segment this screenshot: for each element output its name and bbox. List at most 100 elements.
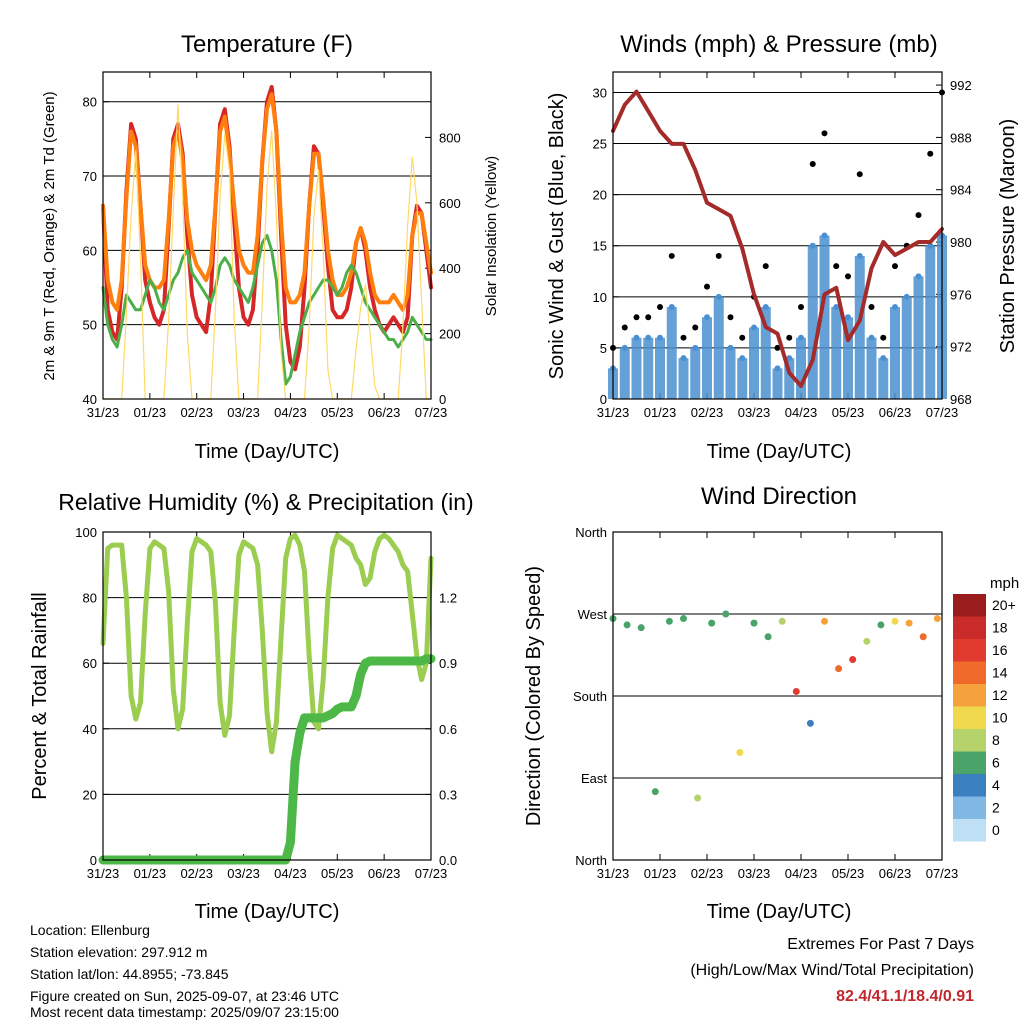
wdir-ytick-label: North [575,525,607,540]
wdir-xtick-label: 01/23 [644,866,677,881]
wind-direction-point [778,617,786,625]
wind-direction-point [722,610,730,618]
rh-xtick-label: 31/23 [87,866,120,881]
rh-y2tick-label: 0.0 [439,853,457,868]
wind-direction-point [891,617,899,625]
gust-point [786,334,793,341]
winds-xtick-label: 31/23 [597,405,630,420]
speed-legend-swatch [953,796,986,819]
winds-ytick-label: 25 [593,137,607,152]
gust-point [845,273,851,280]
winds-panel: Winds (mph) & Pressure (mb) 0 5 10 15 20 25 30… [546,31,1019,463]
winds-xtick-label: 01/23 [644,405,677,420]
temp-ytick-label: 40 [83,392,97,407]
temp-xtick-label: 05/23 [321,405,354,420]
gust-point [821,130,828,137]
gust-point [809,160,816,167]
sonic-wind-point [903,293,910,300]
winds-y2tick-label: 980 [950,235,972,250]
wind-direction-point [821,617,828,625]
wind-direction-panel: Wind Direction NorthEastSouthWestNorth31… [523,483,1019,923]
humidity-title: Relative Humidity (%) & Precipitation (i… [58,489,473,515]
wdir-xtick-label: 03/23 [738,866,771,881]
speed-legend-label: 0 [992,822,1000,838]
speed-legend-label: 10 [992,710,1008,726]
extremes-subtitle: (High/Low/Max Wind/Total Precipitation) [690,962,974,979]
speed-legend-label: 14 [992,665,1008,681]
wind-direction-point [792,687,800,695]
winds-xtick-label: 05/23 [832,405,865,420]
gust-point [927,150,934,157]
speed-legend-swatch [953,729,986,752]
sonic-wind-point [915,273,922,280]
wind-direction-point [708,619,716,627]
speed-legend-swatch [953,594,986,617]
temp-xtick-label: 06/23 [368,405,401,420]
gust-point [692,324,699,331]
rh-xtick-label: 04/23 [274,866,307,881]
speed-legend-label: 20+ [992,597,1016,613]
wind-direction-point [863,637,871,645]
info-latlon: Station lat/lon: 44.8955; -73.845 [30,966,229,982]
info-created: Figure created on Sun, 2025-09-07, at 23… [30,988,339,1004]
extremes-values: 82.4/41.1/18.4/0.91 [836,988,974,1005]
info-location: Location: Ellenburg [30,922,150,938]
winds-xlabel: Time (Day/UTC) [707,441,852,463]
rh-ytick-label: 0 [90,853,97,868]
sonic-wind-point [704,314,710,321]
sonic-wind-point [739,355,746,362]
humidity-panel: Relative Humidity (%) & Precipitation (i… [29,489,474,923]
speed-legend-label: 18 [992,620,1008,636]
rh-y2tick-label: 0.9 [439,656,457,671]
temp-xtick-label: 04/23 [274,405,307,420]
sonic-wind-point [821,232,828,239]
rh-xtick-label: 07/23 [415,866,448,881]
rh-ytick-label: 100 [75,525,97,540]
sonic-wind-point [751,324,757,331]
info-recent: Most recent data timestamp: 2025/09/07 2… [30,1004,339,1020]
temp-xtick-label: 01/23 [134,405,167,420]
wind-direction-point [905,619,913,627]
wind-direction-ylabel: Direction (Colored By Speed) [523,566,545,826]
gust-point [739,334,746,341]
temp-ytick-label: 50 [83,318,97,333]
humidity-plot-area: 0 20 40 60 80 100 0.0 0.3 0.6 0.9 1.2 31/23 01/23 02/… [75,525,457,881]
gust-point [833,263,840,270]
station-pressure-series [611,89,944,388]
wind-direction-point [694,794,702,802]
speed-legend-swatch [953,639,986,662]
sonic-wind-point [833,304,840,311]
sonic-wind-point [633,334,640,341]
relative-humidity-series [100,532,434,755]
temp-y2tick-label: 600 [439,196,461,211]
sonic-wind-point [774,365,781,372]
2m-t-series [101,84,433,372]
speed-legend-label: 6 [992,755,1000,771]
wdir-xtick-label: 04/23 [785,866,818,881]
temperature-title: Temperature (F) [181,31,353,58]
temp-y2tick-label: 200 [439,327,461,342]
speed-legend-title: mph [990,575,1019,592]
temp-ytick-label: 80 [83,95,97,110]
solar-insolation-series [102,104,432,400]
sonic-wind-point [645,334,652,341]
sonic-wind-point [715,293,722,300]
speed-legend-swatch [953,774,986,797]
winds-y2tick-label: 988 [950,130,972,145]
winds-ytick-label: 30 [593,85,607,100]
wind-direction-point [680,615,687,623]
winds-xtick-label: 04/23 [785,405,818,420]
gust-point [892,263,898,270]
winds-y2tick-label: 972 [950,340,972,355]
temp-xtick-label: 03/23 [227,405,260,420]
winds-ylabel: Sonic Wind & Gust (Blue, Black) [546,93,568,380]
sonic-wind-point [868,334,875,341]
temp-ytick-label: 60 [83,243,97,258]
temp-ytick-label: 70 [83,169,97,184]
humidity-xlabel: Time (Day/UTC) [195,901,340,923]
winds-plot-area: 0 5 10 15 20 25 30 968 972 976 980 984 988 992 31/23 01… [593,71,972,420]
extremes-title: Extremes For Past 7 Days [787,936,974,953]
winds-y2tick-label: 968 [950,392,972,407]
